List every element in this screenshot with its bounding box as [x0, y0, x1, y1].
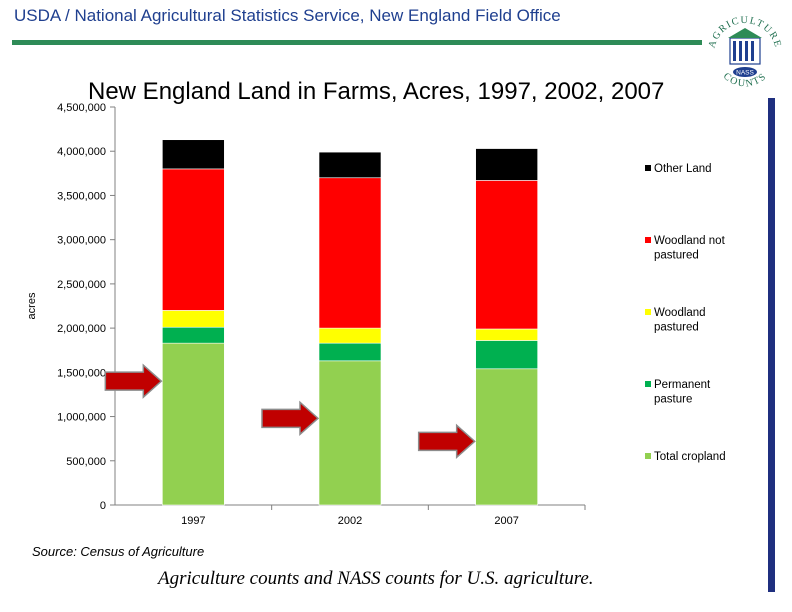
bar-segment [475, 180, 538, 330]
x-tick-label: 1997 [181, 515, 205, 527]
y-tick-label: 0 [100, 500, 106, 512]
y-tick-label: 1,000,000 [57, 412, 106, 424]
bar-segment [475, 148, 538, 181]
red-arrow-icon [104, 363, 163, 399]
source-note: Source: Census of Agriculture [32, 544, 205, 559]
y-tick-label: 4,500,000 [57, 102, 106, 114]
legend-swatch [645, 165, 651, 171]
header-rule [12, 40, 702, 45]
chart-title: New England Land in Farms, Acres, 1997, … [88, 78, 665, 105]
bar-segment [475, 368, 538, 506]
y-tick-label: 2,000,000 [57, 323, 106, 335]
logo-building-icon [728, 28, 762, 65]
legend-label: Woodland pastured [654, 307, 706, 334]
bar-segment [162, 310, 225, 328]
y-tick-label: 3,500,000 [57, 190, 106, 202]
red-arrow-icon [417, 423, 476, 459]
side-bar [768, 98, 775, 592]
bar-segment [162, 139, 225, 170]
bar-segment [318, 327, 382, 344]
y-tick-label: 3,000,000 [57, 235, 106, 247]
legend-label: Permanent pasture [654, 379, 711, 406]
bar-segment [318, 177, 382, 329]
bar-segment [318, 151, 382, 179]
bar-segment [475, 340, 538, 370]
legend-label: Total cropland [654, 451, 726, 463]
legend-label: Other Land [654, 163, 712, 175]
y-tick-label: 2,500,000 [57, 279, 106, 291]
legend-swatch [645, 381, 651, 387]
legend-swatch [645, 453, 651, 459]
nass-logo: AGRICULTURE NASS COUNTS [707, 15, 782, 90]
bar-segment [318, 360, 382, 506]
legend-swatch [645, 237, 651, 243]
logo-center-text: NASS [736, 70, 754, 77]
y-axis-label: acres [26, 292, 38, 319]
svg-text:COUNTS: COUNTS [721, 71, 769, 90]
logo-bottom-text: COUNTS [721, 71, 768, 90]
y-tick-label: 1,500,000 [57, 367, 106, 379]
legend-swatch [645, 309, 651, 315]
bar-segment [162, 326, 225, 344]
y-tick-label: 4,000,000 [57, 146, 106, 158]
legend-label: Woodland not pastured [654, 235, 726, 262]
bar-segment [162, 342, 225, 506]
header-title: USDA / National Agricultural Statistics … [14, 6, 561, 25]
bar-segment [318, 342, 382, 362]
x-tick-label: 2007 [494, 515, 518, 527]
x-tick-label: 2002 [338, 515, 362, 527]
bar-segment [162, 168, 225, 311]
bar-segment [475, 328, 538, 341]
tagline: Agriculture counts and NASS counts for U… [158, 568, 594, 589]
red-arrow-icon [261, 400, 320, 436]
y-tick-label: 500,000 [66, 456, 106, 468]
